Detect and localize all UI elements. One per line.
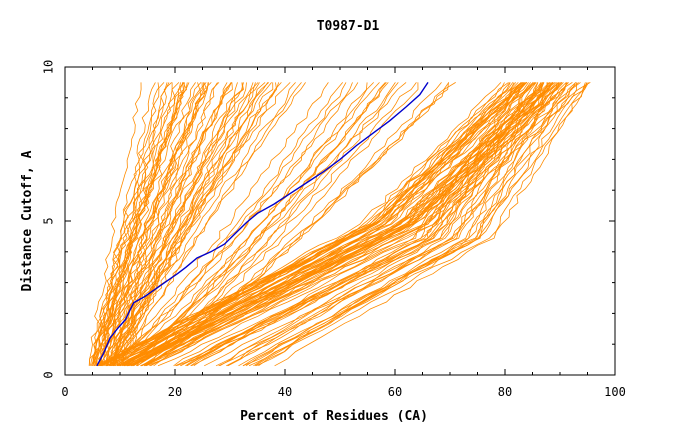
model-curve — [112, 82, 228, 366]
model-curve — [258, 82, 558, 367]
model-curve — [100, 82, 185, 366]
y-tick-label: 0 — [42, 371, 56, 378]
model-curve — [140, 82, 419, 367]
model-curve — [110, 82, 220, 366]
x-tick-label: 0 — [61, 385, 68, 399]
x-axis-label: Percent of Residues (CA) — [240, 409, 428, 424]
model-curve — [274, 82, 588, 367]
model-curve — [149, 82, 526, 367]
model-curve — [96, 82, 190, 366]
model-curve — [107, 82, 277, 366]
model-curve — [219, 82, 544, 367]
model-curve — [99, 82, 505, 367]
model-curve — [93, 82, 517, 367]
model-curve — [145, 82, 591, 367]
model-curve — [110, 82, 259, 367]
model-curve — [133, 82, 407, 367]
model-curve — [141, 82, 560, 367]
model-curve — [92, 82, 173, 366]
model-curve — [135, 82, 417, 367]
model-curve — [126, 82, 527, 367]
model-curve — [238, 82, 588, 367]
model-curve — [131, 82, 554, 367]
y-axis-label: Distance Cutoff, A — [20, 150, 35, 291]
model-curve — [122, 82, 274, 366]
model-curve — [253, 82, 577, 367]
model-curve — [112, 82, 296, 366]
model-curve — [124, 82, 544, 367]
model-curve — [90, 82, 168, 366]
model-curve — [124, 82, 368, 367]
y-tick-label: 10 — [42, 60, 56, 74]
x-tick-label: 80 — [498, 385, 512, 399]
model-curve — [131, 82, 560, 367]
model-curve — [105, 82, 519, 367]
model-curve — [114, 82, 353, 367]
model-curve — [98, 82, 502, 367]
model-curves — [88, 82, 591, 367]
model-curve — [157, 82, 529, 367]
highlight-series-line — [96, 82, 429, 367]
highlight-curve — [96, 82, 429, 367]
model-curve — [186, 82, 528, 367]
model-curve — [121, 82, 302, 366]
model-curve — [106, 82, 344, 367]
x-tick-label: 40 — [278, 385, 292, 399]
model-curve — [98, 82, 210, 366]
model-curve — [100, 82, 232, 366]
model-curve — [141, 82, 456, 367]
model-curve — [227, 82, 556, 367]
plot-area — [64, 66, 616, 376]
model-curve — [101, 82, 329, 367]
model-curve — [100, 82, 205, 366]
model-curve — [143, 82, 450, 367]
model-curve — [256, 82, 586, 367]
model-curve — [115, 82, 266, 366]
model-curve — [110, 82, 280, 367]
model-curve — [136, 82, 567, 367]
x-tick-label: 100 — [604, 385, 626, 399]
model-curve — [227, 82, 551, 367]
model-curve — [175, 82, 539, 367]
model-curve — [123, 82, 389, 367]
model-curve — [176, 82, 542, 367]
model-curve — [107, 82, 359, 367]
model-curve — [190, 82, 548, 367]
model-curve — [106, 82, 514, 367]
model-curve — [215, 82, 537, 367]
model-curve — [92, 82, 188, 366]
model-curve — [127, 82, 563, 367]
y-axis: 0 5 10 — [42, 60, 615, 379]
x-tick-label: 60 — [388, 385, 402, 399]
x-axis: 0 20 40 60 80 100 — [61, 67, 626, 399]
x-tick-label: 20 — [168, 385, 182, 399]
model-curve — [193, 82, 539, 367]
model-curve — [173, 82, 536, 367]
model-curve — [110, 82, 347, 367]
model-curve — [88, 82, 142, 366]
chart-title: T0987-D1 — [317, 19, 380, 34]
model-curve — [120, 82, 306, 366]
model-curve — [141, 82, 442, 367]
model-curve — [119, 82, 269, 366]
model-curve — [105, 82, 233, 367]
y-tick-label: 5 — [42, 217, 56, 224]
